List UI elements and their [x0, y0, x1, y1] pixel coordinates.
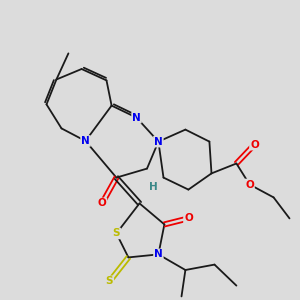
Text: O: O [250, 140, 259, 150]
Text: N: N [81, 136, 90, 146]
Text: O: O [245, 179, 254, 190]
Text: O: O [98, 198, 106, 208]
Text: O: O [184, 213, 193, 224]
Text: N: N [154, 249, 163, 260]
Text: S: S [113, 228, 120, 239]
Text: N: N [154, 136, 163, 147]
Text: N: N [132, 112, 141, 123]
Text: S: S [106, 276, 113, 286]
Text: H: H [149, 182, 158, 192]
